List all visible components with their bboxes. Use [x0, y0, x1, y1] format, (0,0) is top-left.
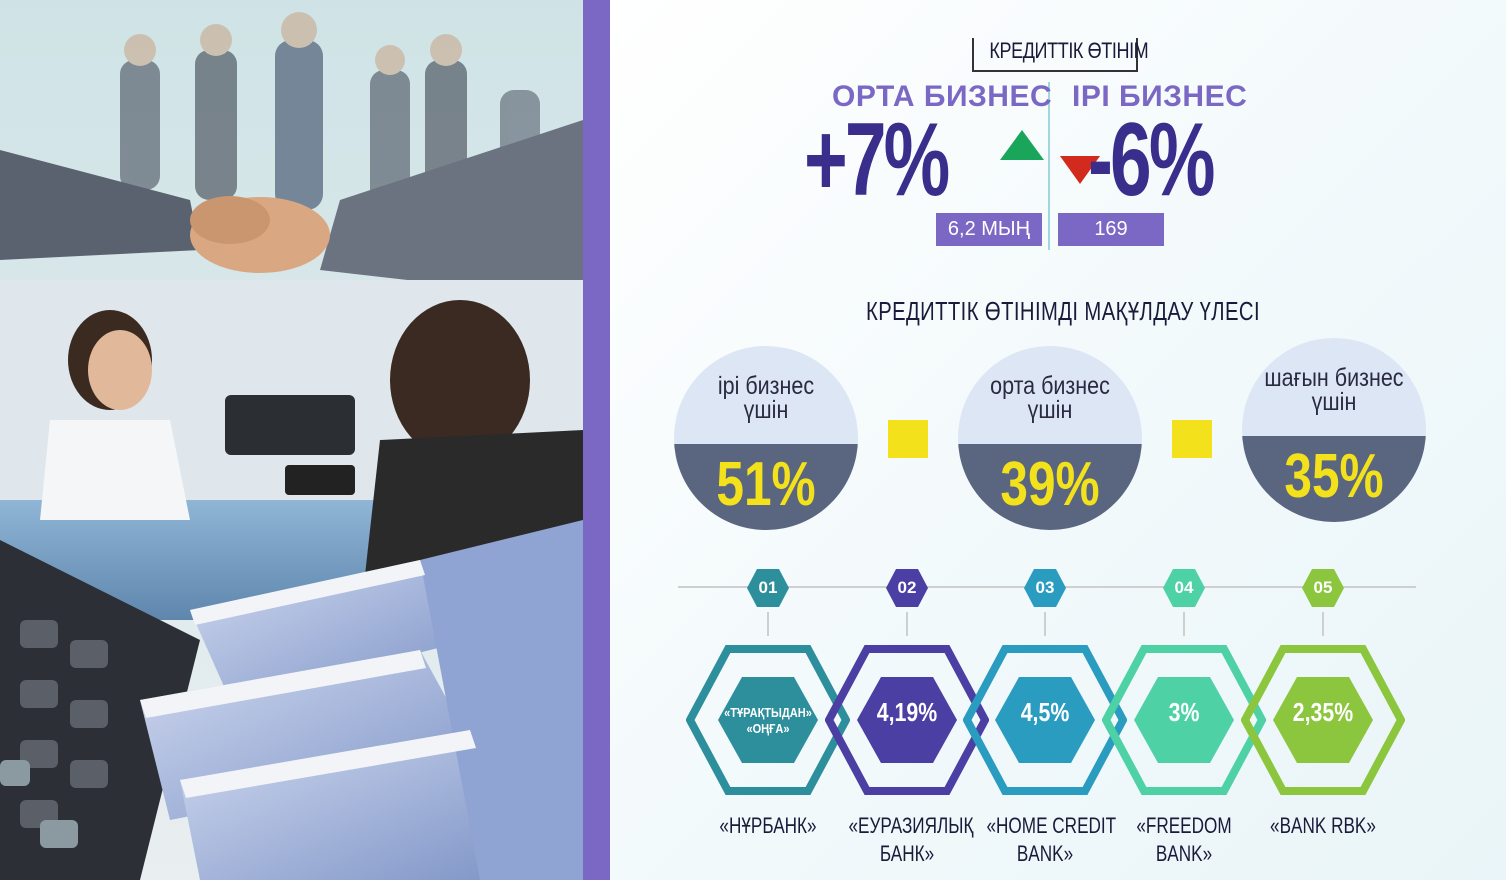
- bank-number: 05: [1313, 578, 1333, 597]
- circle-label-line2: үшін: [1027, 396, 1073, 424]
- bank-name-line1: «НҰРБАНК»: [719, 813, 817, 838]
- bank-number-hex: 02: [885, 568, 929, 608]
- bank-rate-value: 3%: [1168, 697, 1200, 727]
- bank-rate-value: 2,35%: [1292, 697, 1354, 727]
- bank-rate-value: 4,19%: [876, 697, 938, 727]
- bank-number-hex: 04: [1162, 568, 1206, 608]
- large-business-change: -6%: [1088, 102, 1215, 218]
- circle-bottom: [1242, 436, 1426, 522]
- mid-business-change: +7%: [804, 102, 950, 218]
- bank-name: «HOME CREDIT BANK»: [987, 812, 1117, 868]
- connector-line: [1183, 612, 1185, 636]
- bank-rate-hex: «ТҰРАҚТЫДАН» «ОҢҒА»: [685, 645, 851, 795]
- bank-number-hex: 03: [1023, 568, 1067, 608]
- bank-name: «ЕУРАЗИЯЛЫҚ БАНК»: [849, 812, 974, 868]
- bank-rate-hex: 4,19%: [824, 645, 990, 795]
- bank-rate-hex: 4,5%: [962, 645, 1128, 795]
- bank-number: 02: [897, 578, 917, 597]
- circle-label: шағын бизнес үшін: [1255, 364, 1413, 416]
- large-business-approval-circle: ірі бизнес үшін 51%: [674, 346, 858, 530]
- mid-business-count: 6,2 МЫҢ: [936, 213, 1042, 246]
- bank-rate-line2: «ОҢҒА»: [746, 721, 790, 736]
- bank-name-line2: BANK»: [1016, 841, 1074, 866]
- yellow-square-icon: [888, 420, 928, 458]
- bank-name: «FREEDOM BANK»: [1126, 812, 1243, 868]
- bank-number: 03: [1035, 578, 1055, 597]
- title-bracket-left: [972, 38, 974, 71]
- bank-name: «НҰРБАНК»: [710, 812, 827, 840]
- bank-number-hex: 01: [746, 568, 790, 608]
- bank-name-line2: БАНК»: [879, 841, 935, 866]
- circle-label-line1: шағын бизнес: [1264, 364, 1404, 392]
- connector-line: [1044, 612, 1046, 636]
- business-photo: [0, 0, 583, 880]
- bank-name-line1: «FREEDOM: [1136, 813, 1232, 838]
- bank-rate-hex: 3%: [1101, 645, 1267, 795]
- arrow-up-icon: [1000, 130, 1044, 160]
- approval-share-title: КРЕДИТТІК ӨТІНІМДІ МАҚҰЛДАУ ҮЛЕСІ: [866, 296, 1260, 326]
- credit-requests-title: КРЕДИТТІК ӨТІНІМ: [989, 38, 1149, 63]
- title-underline: [972, 70, 1138, 72]
- bank-name-line1: «BANK RBK»: [1270, 813, 1376, 838]
- purple-stripe: [583, 0, 610, 880]
- bank-name-line1: «HOME CREDIT: [986, 813, 1117, 838]
- infographic-panel: КРЕДИТТІК ӨТІНІМ ОРТА БИЗНЕС ІРІ БИЗНЕС …: [610, 0, 1506, 880]
- bank-name: «BANK RBK»: [1265, 812, 1382, 840]
- connector-line: [1322, 612, 1324, 636]
- circle-bottom: [958, 444, 1142, 530]
- circle-value: 35%: [1284, 442, 1384, 511]
- bank-number: 04: [1174, 578, 1194, 597]
- title-bracket-right: [1136, 38, 1138, 71]
- bank-number-hex: 05: [1301, 568, 1345, 608]
- circle-label-line1: орта бизнес: [990, 372, 1110, 400]
- large-business-label: ІРІ БИЗНЕС: [1072, 80, 1248, 113]
- bank-rate-line1: «ТҰРАҚТЫДАН»: [724, 705, 812, 720]
- circle-label: ірі бизнес үшін: [687, 372, 845, 424]
- circle-value: 51%: [716, 450, 816, 519]
- arrow-down-icon: [1060, 156, 1100, 184]
- bank-name-line1: «ЕУРАЗИЯЛЫҚ: [848, 813, 974, 838]
- large-business-count: 169: [1058, 213, 1164, 246]
- circle-label-line1: ірі бизнес: [717, 372, 815, 400]
- yellow-square-icon: [1172, 420, 1212, 458]
- circle-value: 39%: [1000, 450, 1100, 519]
- bank-number: 01: [758, 578, 778, 597]
- vertical-divider: [1048, 82, 1050, 250]
- bank-rate-value: 4,5%: [1020, 697, 1070, 727]
- small-business-approval-circle: шағын бизнес үшін 35%: [1242, 338, 1426, 522]
- bank-rate-hex: 2,35%: [1240, 645, 1406, 795]
- mid-business-label: ОРТА БИЗНЕС: [832, 80, 1053, 113]
- circle-label-line2: үшін: [743, 396, 789, 424]
- bank-name-line2: BANK»: [1155, 841, 1213, 866]
- connector-line: [906, 612, 908, 636]
- handshake-bank-illustration: [0, 0, 583, 880]
- circle-label: орта бизнес үшін: [971, 372, 1129, 424]
- mid-business-approval-circle: орта бизнес үшін 39%: [958, 346, 1142, 530]
- circle-label-line2: үшін: [1311, 388, 1357, 416]
- bank-rate-value: «ТҰРАҚТЫДАН» «ОҢҒА»: [698, 705, 837, 737]
- connector-line: [767, 612, 769, 636]
- circle-bottom: [674, 444, 858, 530]
